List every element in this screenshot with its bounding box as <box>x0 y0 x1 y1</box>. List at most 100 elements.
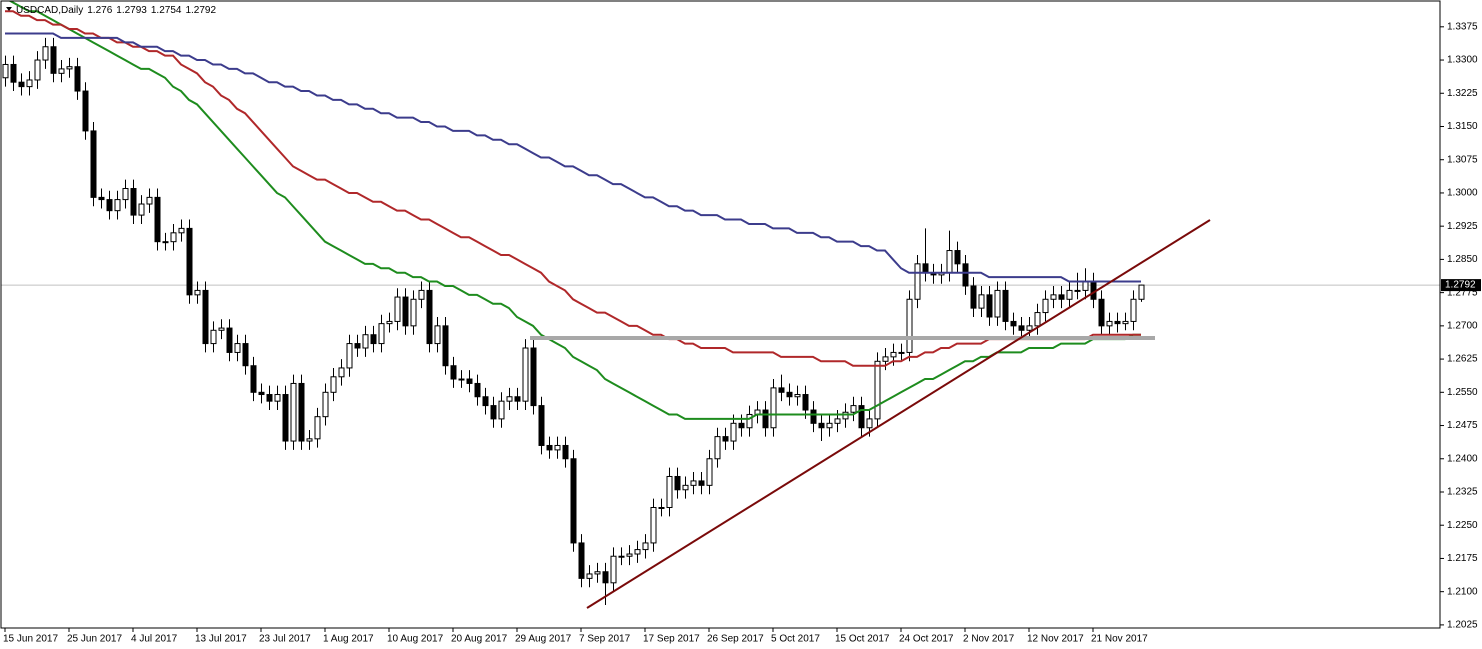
candle-body <box>282 394 289 442</box>
candle-body <box>330 376 337 393</box>
candle-body <box>498 400 505 420</box>
x-tick-label: 20 Aug 2017 <box>451 634 508 645</box>
candle-body <box>386 320 393 325</box>
candle-body <box>658 506 665 509</box>
candle-body <box>746 413 753 429</box>
candle-body <box>178 227 185 234</box>
moving-average-line <box>5 10 1141 367</box>
candle-body <box>778 387 785 393</box>
candle-body <box>602 571 609 584</box>
y-tick-label: 1.2550 <box>1447 387 1478 398</box>
candle-body <box>58 68 65 74</box>
candle-body <box>186 227 193 296</box>
candle-body <box>450 365 457 380</box>
x-tick-label: 1 Aug 2017 <box>323 634 374 645</box>
candle-body <box>1002 289 1009 322</box>
candle-body <box>402 296 409 327</box>
candle-body <box>234 343 241 353</box>
candle-body <box>522 347 529 402</box>
candle-body <box>442 325 449 367</box>
candle-body <box>970 285 977 309</box>
candle-body <box>530 347 537 407</box>
candle-body <box>842 411 849 420</box>
candle-body <box>354 343 361 349</box>
candle-body <box>266 394 273 402</box>
candle-body <box>850 405 857 413</box>
candle-body <box>770 387 777 429</box>
candle-body <box>66 66 73 70</box>
candle-body <box>1034 312 1041 327</box>
candle-body <box>1058 294 1065 300</box>
x-tick-label: 4 Jul 2017 <box>131 634 178 645</box>
candle-body <box>218 327 225 331</box>
candle-body <box>370 334 377 345</box>
candle-body <box>34 59 41 81</box>
candle-body <box>1130 298 1137 322</box>
y-tick-label: 1.2625 <box>1447 354 1478 365</box>
last-open: 1.276 <box>87 5 112 16</box>
y-tick-label: 1.2325 <box>1447 487 1478 498</box>
x-tick-label: 7 Sep 2017 <box>579 634 631 645</box>
candle-body <box>690 480 697 486</box>
candle-body <box>666 475 673 508</box>
candle-body <box>834 418 841 424</box>
candle-body <box>946 250 953 274</box>
candle-body <box>362 334 369 349</box>
candle-body <box>482 396 489 407</box>
x-tick-label: 2 Nov 2017 <box>963 634 1015 645</box>
candle-body <box>418 289 425 300</box>
candle-body <box>682 484 689 491</box>
candle-body <box>570 458 577 544</box>
y-tick-label: 1.2850 <box>1447 254 1478 265</box>
menu-arrow[interactable] <box>6 7 12 11</box>
candle-body <box>954 250 961 265</box>
y-tick-label: 1.3375 <box>1447 21 1478 32</box>
drawing-objects <box>530 219 1211 609</box>
y-tick-label: 1.3150 <box>1447 121 1478 132</box>
candle-body <box>802 394 809 411</box>
candle-body <box>994 289 1001 318</box>
candle-body <box>1018 325 1025 331</box>
trend-line <box>586 219 1211 609</box>
candle-body <box>882 356 889 362</box>
candle-body <box>242 343 249 367</box>
candle-body <box>98 196 105 201</box>
candle-body <box>978 294 985 309</box>
candle-body <box>546 444 553 451</box>
candle-body <box>962 263 969 287</box>
candle-body <box>674 475 681 491</box>
plot-area <box>2 1 1145 605</box>
candle-body <box>274 394 281 402</box>
candle-body <box>26 79 33 88</box>
y-tick-label: 1.3300 <box>1447 55 1478 66</box>
candle-body <box>210 329 217 345</box>
last-low: 1.2754 <box>151 5 182 16</box>
candle-body <box>410 298 417 327</box>
candle-body <box>378 323 385 345</box>
candle-body <box>74 66 81 92</box>
moving-average-line <box>8 1 1141 420</box>
candle-body <box>866 418 873 429</box>
candle-body <box>2 63 9 79</box>
candle-body <box>626 553 633 557</box>
candle-body <box>338 367 345 378</box>
y-tick-label: 1.2025 <box>1447 620 1478 631</box>
candle-body <box>490 405 497 420</box>
candle-body <box>562 444 569 460</box>
candle-body <box>1050 294 1057 300</box>
y-tick-label: 1.2175 <box>1447 553 1478 564</box>
candle-body <box>586 573 593 579</box>
candle-body <box>1098 298 1105 327</box>
candle-body <box>1042 298 1049 314</box>
candle-body <box>722 436 729 442</box>
y-tick-label: 1.2925 <box>1447 221 1478 232</box>
plot-border <box>0 0 1441 629</box>
price-label: 1.2792 <box>1445 280 1476 291</box>
candle-body <box>394 296 401 322</box>
candle-body <box>578 542 585 579</box>
candle-body <box>1074 289 1081 292</box>
y-tick-label: 1.2400 <box>1447 453 1478 464</box>
candle-body <box>1082 281 1089 291</box>
x-tick-label: 17 Sep 2017 <box>643 634 700 645</box>
